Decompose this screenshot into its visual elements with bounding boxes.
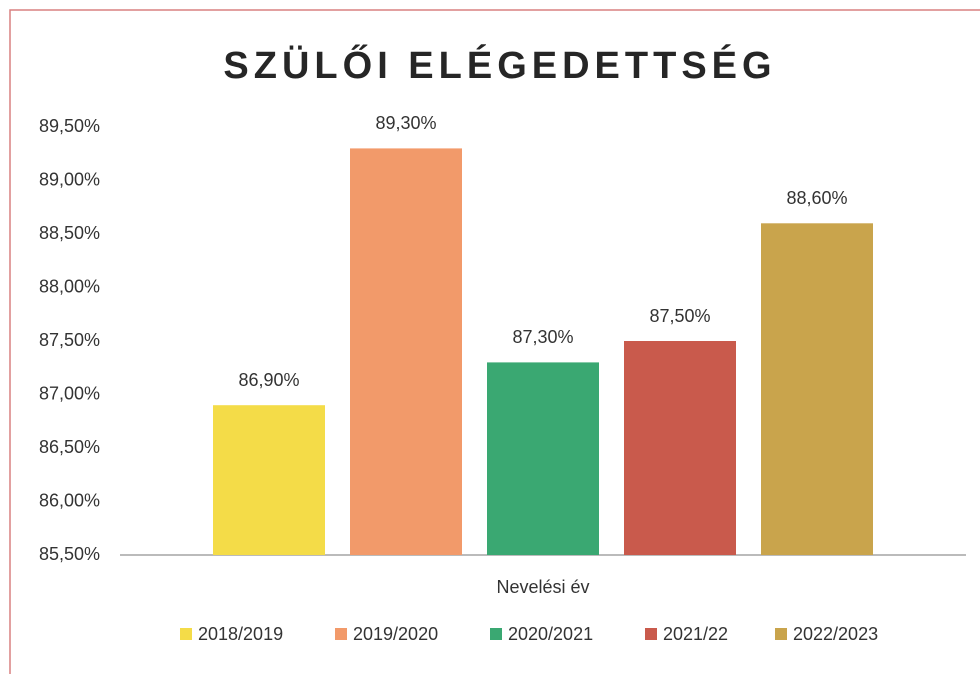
y-tick-label: 85,50% (39, 544, 100, 564)
y-tick-label: 86,00% (39, 490, 100, 510)
chart-border (9, 9, 980, 674)
legend-label: 2018/2019 (198, 624, 283, 644)
legend-label: 2022/2023 (793, 624, 878, 644)
legend-swatch (775, 628, 787, 640)
bar (761, 223, 873, 556)
legend-swatch (490, 628, 502, 640)
bar (350, 148, 462, 555)
legend-label: 2021/22 (663, 624, 728, 644)
value-label: 87,50% (649, 306, 710, 326)
chart-title: SZÜLŐI ELÉGEDETTSÉG (223, 43, 776, 87)
y-tick-label: 87,50% (39, 330, 100, 350)
y-tick-label: 88,00% (39, 276, 100, 296)
y-tick-label: 88,50% (39, 223, 100, 243)
bar (624, 341, 736, 555)
legend-swatch (335, 628, 347, 640)
legend-swatch (645, 628, 657, 640)
value-label: 86,90% (238, 370, 299, 390)
y-tick-label: 86,50% (39, 437, 100, 457)
legend-label: 2019/2020 (353, 624, 438, 644)
legend-label: 2020/2021 (508, 624, 593, 644)
bar (487, 362, 599, 555)
value-label: 89,30% (375, 113, 436, 133)
y-tick-label: 89,50% (39, 116, 100, 136)
bar (213, 405, 325, 555)
legend-swatch (180, 628, 192, 640)
y-tick-label: 87,00% (39, 383, 100, 403)
value-label: 88,60% (786, 188, 847, 208)
value-label: 87,30% (512, 327, 573, 347)
y-tick-label: 89,00% (39, 169, 100, 189)
x-axis-title: Nevelési év (496, 577, 589, 597)
